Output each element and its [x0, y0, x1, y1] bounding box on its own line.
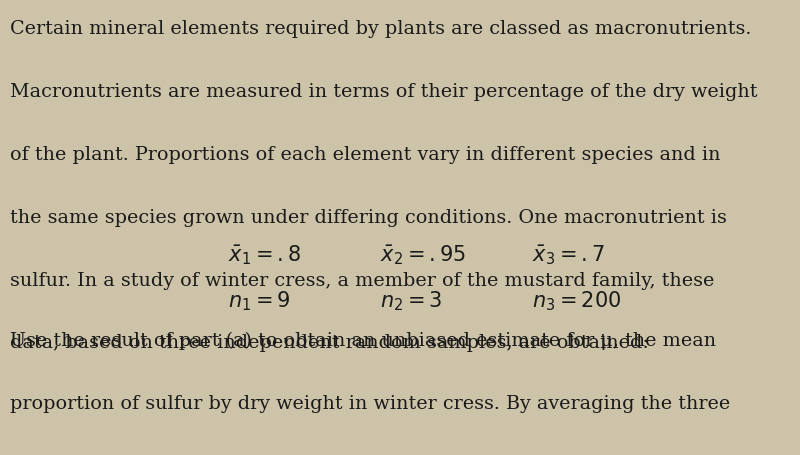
Text: $\bar{x}_3 = .7$: $\bar{x}_3 = .7$: [532, 243, 605, 267]
Text: of the plant. Proportions of each element vary in different species and in: of the plant. Proportions of each elemen…: [10, 146, 720, 164]
Text: $n_3 = 200$: $n_3 = 200$: [532, 289, 621, 313]
Text: $\bar{x}_1 = .8$: $\bar{x}_1 = .8$: [228, 243, 301, 267]
Text: $n_2 = 3$: $n_2 = 3$: [380, 289, 442, 313]
Text: the same species grown under differing conditions. One macronutrient is: the same species grown under differing c…: [10, 209, 726, 227]
Text: Certain mineral elements required by plants are classed as macronutrients.: Certain mineral elements required by pla…: [10, 20, 751, 39]
Text: Macronutrients are measured in terms of their percentage of the dry weight: Macronutrients are measured in terms of …: [10, 83, 757, 101]
Text: sulfur. In a study of winter cress, a member of the mustard family, these: sulfur. In a study of winter cress, a me…: [10, 272, 714, 290]
Text: $\bar{x}_2 = .95$: $\bar{x}_2 = .95$: [380, 243, 466, 267]
Text: Use the result of part (a) to obtain an unbiased estimate for μ, the mean: Use the result of part (a) to obtain an …: [10, 332, 716, 350]
Text: proportion of sulfur by dry weight in winter cress. By averaging the three: proportion of sulfur by dry weight in wi…: [10, 395, 730, 413]
Text: $n_1 = 9$: $n_1 = 9$: [228, 289, 290, 313]
Text: data, based on three independent random samples, are obtained:: data, based on three independent random …: [10, 334, 649, 353]
